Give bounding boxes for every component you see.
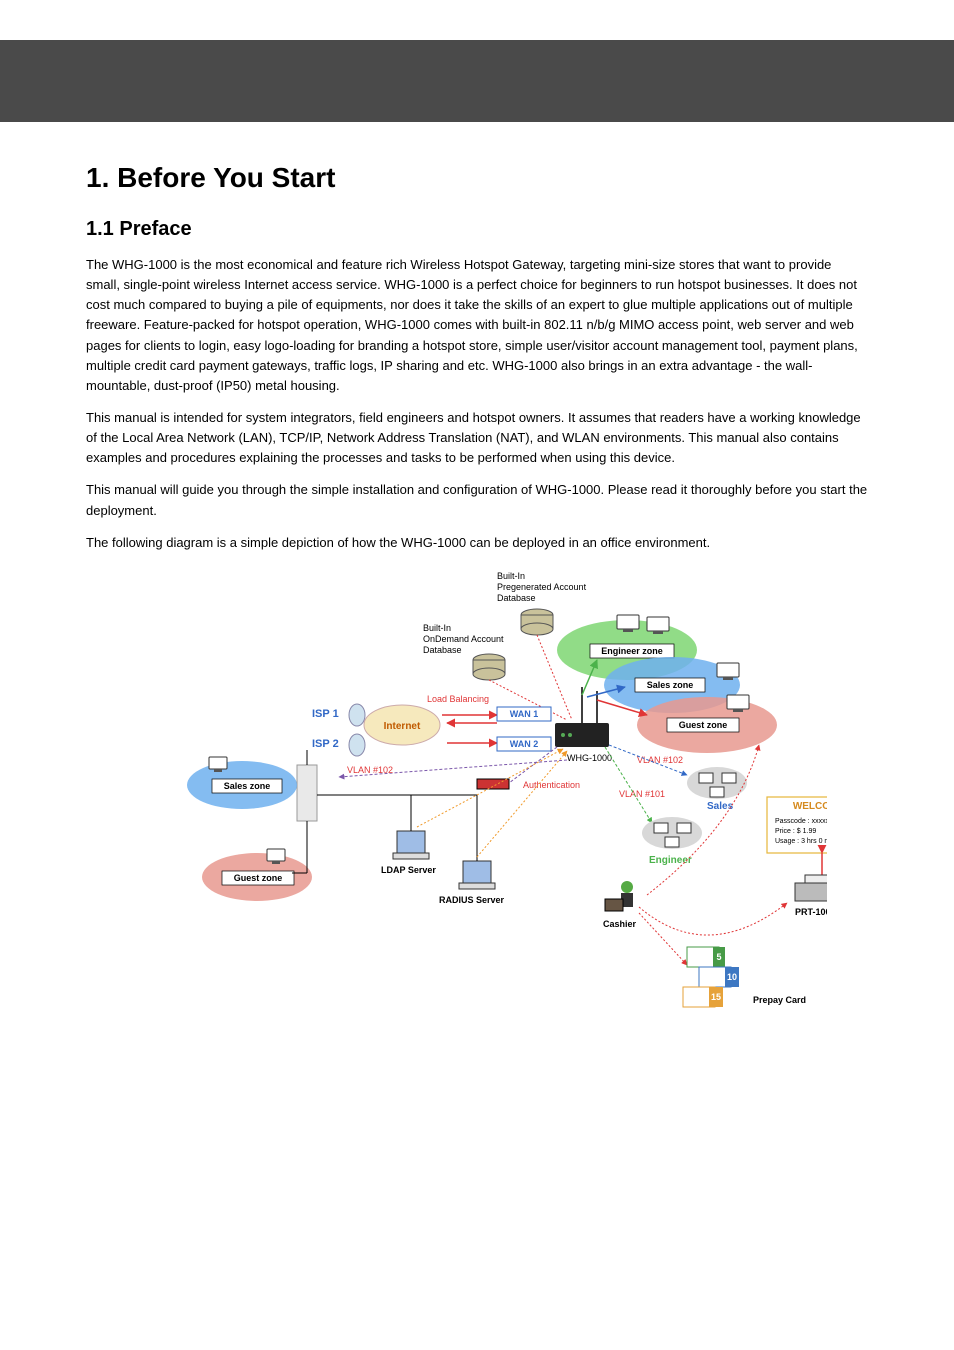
sales-zone-left: Sales zone xyxy=(187,757,297,809)
svg-text:Built-In: Built-In xyxy=(497,571,525,581)
wan1-label: WAN 1 xyxy=(510,709,539,719)
svg-text:Internet: Internet xyxy=(384,721,421,732)
loadbalancing-label: Load Balancing xyxy=(427,694,489,704)
cashier: Cashier xyxy=(603,881,637,929)
svg-text:5: 5 xyxy=(716,952,721,962)
svg-text:LDAP Server: LDAP Server xyxy=(381,865,436,875)
isp1-label: ISP 1 xyxy=(312,708,339,720)
page-content: 1. Before You Start 1.1 Preface The WHG-… xyxy=(0,122,954,1075)
authentication-label: Authentication xyxy=(523,780,580,790)
svg-text:PRT-1000: PRT-1000 xyxy=(795,907,827,917)
svg-text:10: 10 xyxy=(727,972,737,982)
radius-server: RADIUS Server xyxy=(439,861,505,905)
svg-text:Sales: Sales xyxy=(707,801,734,812)
intro-paragraph-4: The following diagram is a simple depict… xyxy=(86,533,868,553)
sales-lan: Sales xyxy=(687,767,747,812)
svg-text:RADIUS Server: RADIUS Server xyxy=(439,895,505,905)
vlan102-left: VLAN #102 xyxy=(347,765,393,775)
access-point-left xyxy=(297,750,317,821)
engineer-zone-label: Engineer zone xyxy=(601,646,663,656)
section-title: 1.1 Preface xyxy=(86,218,868,241)
header-banner xyxy=(0,40,954,122)
svg-text:Prepay Card: Prepay Card xyxy=(753,995,806,1005)
guest-zone-label: Guest zone xyxy=(679,720,728,730)
intro-paragraph-3: This manual will guide you through the s… xyxy=(86,480,868,520)
intro-paragraph-1: The WHG-1000 is the most economical and … xyxy=(86,255,868,396)
svg-text:WHG-1000: WHG-1000 xyxy=(567,753,612,763)
svg-text:WELCOME !: WELCOME ! xyxy=(793,801,827,812)
svg-text:Passcode : xxxxxx: Passcode : xxxxxx xyxy=(775,818,827,825)
internet-cloud: Internet xyxy=(364,705,440,745)
ondemand-db: Built-In OnDemand Account Database xyxy=(423,623,505,680)
intro-paragraph-2: This manual is intended for system integ… xyxy=(86,408,868,468)
deployment-diagram: Engineer zone Sales zone Guest zone Buil… xyxy=(127,565,827,1035)
ticket-printer: PRT-1000 xyxy=(795,875,827,917)
svg-text:Sales zone: Sales zone xyxy=(224,781,271,791)
isp2-label: ISP 2 xyxy=(312,738,339,750)
ldap-server: LDAP Server xyxy=(381,831,436,875)
wan2-label: WAN 2 xyxy=(510,739,539,749)
svg-text:Price : $ 1.99: Price : $ 1.99 xyxy=(775,828,816,835)
chapter-title: 1. Before You Start xyxy=(86,162,868,194)
pregenerated-db: Built-In Pregenerated Account Database xyxy=(497,571,587,635)
svg-text:Database: Database xyxy=(497,593,536,603)
vlan102-right: VLAN #102 xyxy=(637,755,683,765)
svg-text:Usage : 3 hrs 0 mins: Usage : 3 hrs 0 mins xyxy=(775,838,827,845)
sales-zone-label: Sales zone xyxy=(647,680,694,690)
svg-text:Database: Database xyxy=(423,645,462,655)
svg-text:Guest zone: Guest zone xyxy=(234,873,283,883)
svg-text:Engineer: Engineer xyxy=(649,855,692,866)
svg-text:15: 15 xyxy=(711,992,721,1002)
prepay-cards: 5 10 15 Prepay Card xyxy=(683,947,806,1007)
svg-text:Cashier: Cashier xyxy=(603,919,637,929)
guest-zone-left: Guest zone xyxy=(202,849,312,901)
engineer-lan: Engineer xyxy=(642,817,702,866)
svg-text:OnDemand Account: OnDemand Account xyxy=(423,634,504,644)
vlan101-right: VLAN #101 xyxy=(619,789,665,799)
welcome-ticket: WELCOME ! Passcode : xxxxxx Price : $ 1.… xyxy=(767,797,827,853)
svg-text:Built-In: Built-In xyxy=(423,623,451,633)
svg-text:Pregenerated Account: Pregenerated Account xyxy=(497,582,587,592)
